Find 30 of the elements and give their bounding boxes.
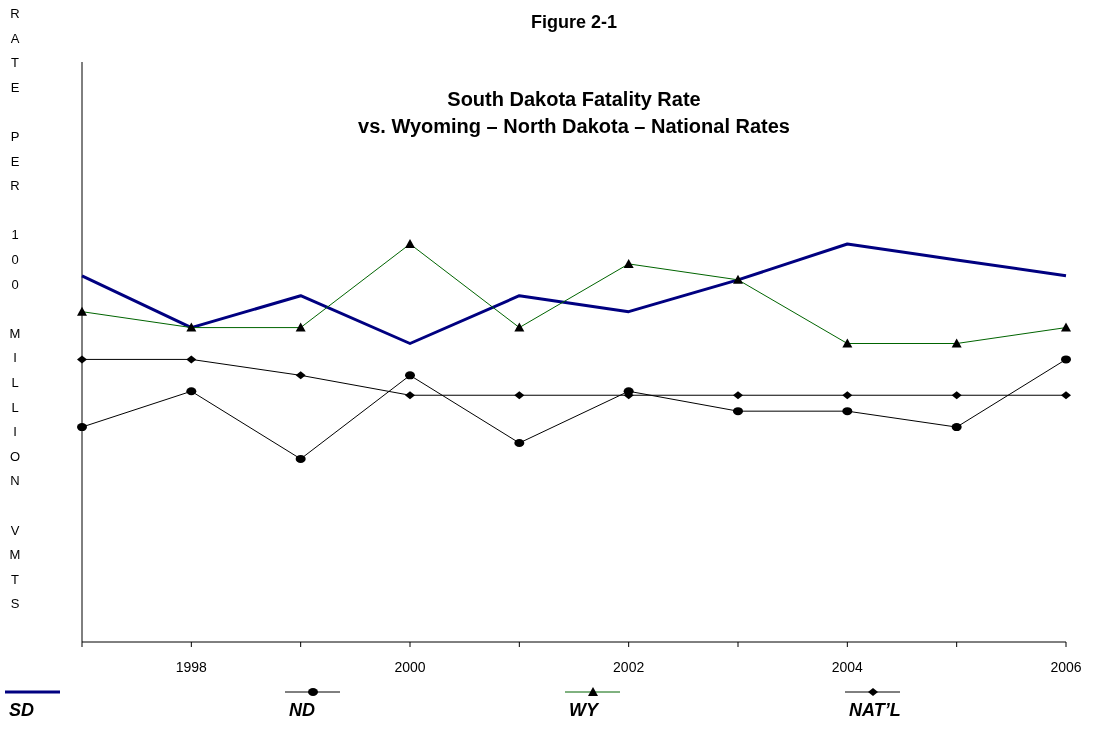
- chart-subtitle: South Dakota Fatality Rate vs. Wyoming – North Dakota – National Rates: [358, 88, 790, 137]
- point: [842, 407, 853, 416]
- chart-title: Figure 2-1: [530, 12, 618, 32]
- point: [514, 391, 525, 400]
- legend-label: WY: [569, 700, 600, 720]
- point: [733, 391, 743, 400]
- point: [1061, 391, 1071, 400]
- x-tick-label: 1998: [175, 659, 208, 675]
- point: [842, 391, 853, 400]
- legend-label: NAT’L: [849, 700, 901, 720]
- legend-label: SD: [9, 700, 35, 720]
- point: [405, 391, 415, 400]
- point: [951, 423, 962, 432]
- point: [295, 371, 306, 380]
- point: [186, 387, 197, 396]
- point: [514, 439, 525, 447]
- point: [186, 355, 197, 364]
- point: [77, 423, 87, 432]
- point: [77, 355, 87, 364]
- legend-label: ND: [289, 700, 315, 720]
- y-axis-title: RATE PER 100 MILLION VMTS: [7, 6, 23, 621]
- point: [1061, 355, 1071, 364]
- point: [295, 454, 306, 463]
- point: [733, 407, 743, 416]
- x-tick-label: 2004: [831, 659, 864, 675]
- x-tick-label: 2002: [613, 659, 645, 675]
- x-tick-label: 2000: [394, 659, 426, 675]
- point: [951, 391, 962, 400]
- point: [405, 371, 415, 380]
- x-tick-label: 2006: [1050, 659, 1082, 675]
